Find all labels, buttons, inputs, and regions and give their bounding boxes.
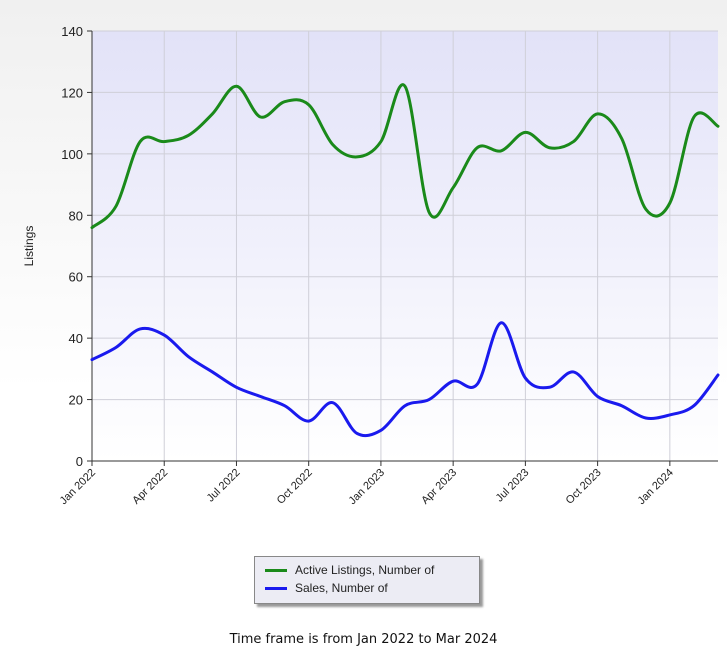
x-tick-label: Jul 2023	[494, 467, 532, 505]
y-tick-label: 0	[76, 454, 83, 469]
x-tick-label: Apr 2022	[130, 467, 170, 507]
x-axis-ticks: Jan 2022 Apr 2022 Jul 2022 Oct 2022 Jan 2023…	[58, 467, 676, 507]
x-tick-label: Apr 2023	[419, 467, 459, 507]
x-tick-label: Jan 2024	[635, 467, 675, 507]
y-axis-ticks: 0 20 40 60 80 100 120 140	[61, 24, 83, 469]
legend-swatch-sales	[265, 586, 287, 590]
axes	[87, 30, 718, 466]
legend-item-active-listings: Active Listings, Number of	[265, 561, 434, 579]
y-tick-label: 60	[69, 270, 83, 285]
x-tick-label: Oct 2022	[275, 467, 315, 507]
y-tick-label: 40	[69, 331, 83, 346]
series-line-active-listings	[90, 83, 720, 230]
y-axis-label: Listings	[22, 226, 36, 267]
x-tick-label: Jan 2023	[347, 467, 387, 507]
legend-swatch-active-listings	[265, 568, 287, 572]
y-tick-label: 80	[69, 208, 83, 223]
y-tick-label: 20	[69, 393, 83, 408]
x-tick-label: Oct 2023	[564, 467, 604, 507]
y-tick-label: 100	[61, 147, 83, 162]
grid-lines	[91, 30, 718, 462]
line-chart: 0 20 40 60 80 100 120 140 Jan 2022 Apr 2022 Jul 2…	[22, 24, 720, 507]
legend: Active Listings, Number of Sales, Number…	[254, 556, 480, 604]
plot-area	[92, 31, 718, 461]
legend-label-sales: Sales, Number of	[295, 581, 388, 595]
y-tick-label: 140	[61, 24, 83, 39]
series-line-sales	[90, 321, 720, 438]
x-tick-label: Jan 2022	[58, 467, 98, 507]
legend-label-active-listings: Active Listings, Number of	[295, 563, 435, 577]
legend-item-sales: Sales, Number of	[265, 579, 388, 597]
x-tick-label: Jul 2022	[205, 467, 243, 505]
series-lines	[90, 83, 720, 438]
y-tick-label: 120	[61, 85, 83, 100]
time-frame-caption: Time frame is from Jan 2022 to Mar 2024	[229, 632, 498, 647]
